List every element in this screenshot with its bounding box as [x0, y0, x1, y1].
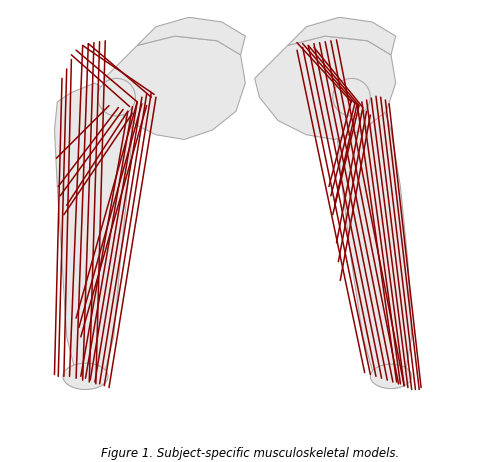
Polygon shape	[254, 36, 396, 140]
Circle shape	[332, 79, 370, 116]
Polygon shape	[54, 83, 132, 379]
Polygon shape	[104, 36, 246, 140]
Ellipse shape	[63, 363, 108, 389]
Polygon shape	[288, 17, 396, 55]
Text: Figure 1. Subject-specific musculoskeletal models.: Figure 1. Subject-specific musculoskelet…	[101, 447, 399, 460]
Circle shape	[98, 79, 136, 116]
Polygon shape	[332, 88, 411, 379]
Polygon shape	[137, 17, 246, 55]
Ellipse shape	[370, 364, 412, 389]
